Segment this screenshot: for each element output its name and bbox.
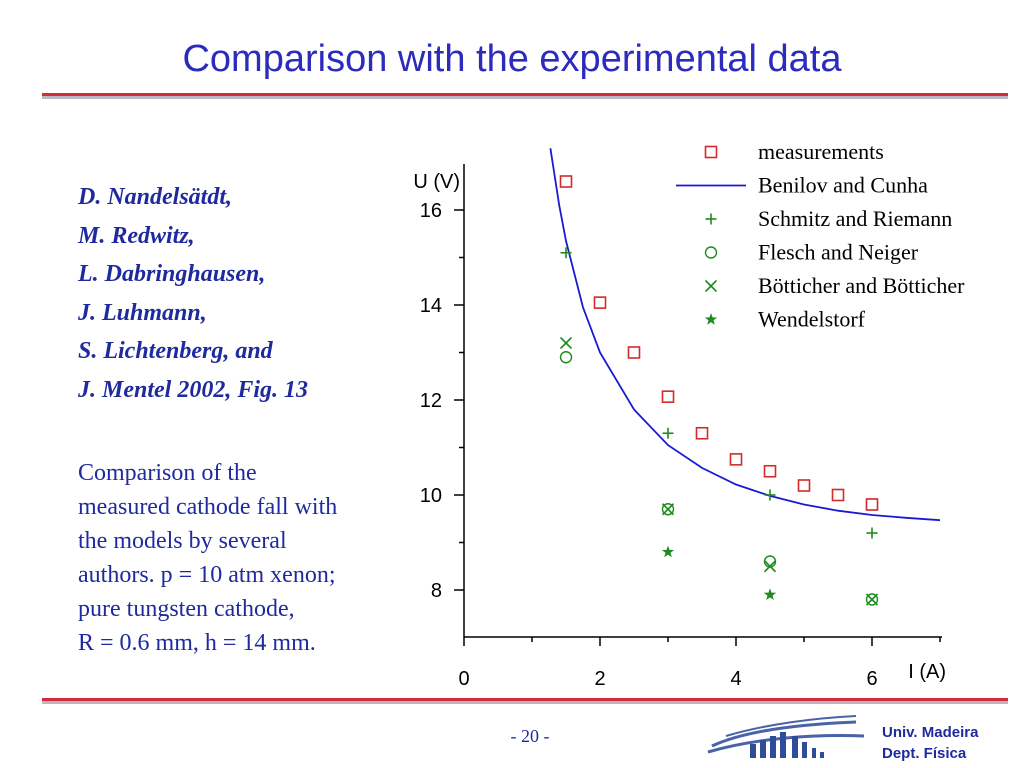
figure-description: Comparison of the measured cathode fall … bbox=[78, 456, 408, 660]
chart-legend: measurements Benilov and Cunha Schmitz and… bbox=[676, 139, 965, 332]
description-line: authors. p = 10 atm xenon; bbox=[78, 562, 336, 588]
data-point-circle bbox=[661, 503, 675, 516]
legend-marker-circle bbox=[704, 246, 718, 259]
author-line: J. Mentel 2002, Fig. 13 bbox=[78, 376, 309, 403]
data-point-cross bbox=[763, 560, 777, 573]
benilov-cunha-curve bbox=[549, 148, 941, 522]
author-line: M. Redwitz, bbox=[78, 222, 195, 249]
data-point-circle bbox=[865, 593, 879, 606]
x-tick-label: 6 bbox=[866, 668, 877, 690]
y-tick-label: 12 bbox=[420, 390, 442, 412]
data-point-square bbox=[593, 296, 607, 309]
page-number: - 20 - bbox=[510, 726, 550, 746]
description-line: measured cathode fall with bbox=[78, 494, 338, 520]
scatter-chart: 0 2 4 6 8 10 12 14 16 U (V) I (A) measurements Beni… bbox=[413, 139, 965, 690]
x-tick-label: 0 bbox=[458, 668, 469, 690]
x-tick-label: 2 bbox=[594, 668, 605, 690]
slide-title: Comparison with the experimental data bbox=[182, 38, 842, 80]
data-point-star bbox=[763, 588, 777, 600]
data-point-square bbox=[695, 426, 709, 440]
description-line: the models by several bbox=[78, 528, 287, 554]
data-point-square bbox=[763, 464, 777, 478]
author-line: S. Lichtenberg, and bbox=[78, 338, 273, 364]
author-line: D. Nandelsätdt, bbox=[78, 184, 233, 210]
university-logo bbox=[707, 715, 865, 758]
institution-line: Univ. Madeira bbox=[882, 724, 979, 741]
x-axis-title: I (A) bbox=[908, 661, 946, 683]
data-point-plus bbox=[866, 527, 878, 539]
legend-label: measurements bbox=[758, 139, 884, 164]
x-tick-label: 4 bbox=[730, 668, 741, 690]
legend-label: Bötticher and Bötticher bbox=[758, 273, 965, 298]
legend-label: Flesch and Neiger bbox=[758, 240, 919, 265]
legend-marker-star bbox=[704, 313, 718, 325]
model-curve-layer bbox=[549, 148, 941, 522]
chart-axes: 0 2 4 6 8 10 12 14 16 U (V) I (A) bbox=[413, 164, 946, 690]
data-point-plus bbox=[662, 427, 674, 439]
top-divider bbox=[42, 93, 1008, 96]
y-tick-label: 16 bbox=[420, 200, 442, 222]
author-list: D. Nandelsätdt, M. Redwitz, L. Dabringha… bbox=[78, 178, 408, 409]
data-point-square bbox=[559, 175, 573, 188]
bottom-divider bbox=[42, 698, 1008, 701]
y-tick-label: 14 bbox=[420, 295, 442, 317]
data-point-plus bbox=[560, 247, 572, 259]
data-point-square bbox=[865, 498, 879, 511]
y-tick-label: 8 bbox=[431, 580, 442, 602]
legend-label: Wendelstorf bbox=[758, 307, 866, 332]
y-axis-title: U (V) bbox=[413, 171, 460, 193]
data-point-cross bbox=[559, 336, 573, 350]
data-point-cross bbox=[865, 593, 879, 606]
author-line: J. Luhmann, bbox=[78, 299, 207, 326]
legend-marker-plus bbox=[705, 213, 717, 225]
description-line: Comparison of the bbox=[78, 460, 257, 486]
data-point-square bbox=[831, 488, 845, 502]
description-line: R = 0.6 mm, h = 14 mm. bbox=[78, 630, 316, 656]
y-tick-label: 10 bbox=[420, 485, 442, 507]
description-line: pure tungsten cathode, bbox=[78, 596, 295, 622]
data-point-plus bbox=[764, 489, 776, 501]
legend-marker-square bbox=[704, 145, 718, 159]
data-points-layer bbox=[559, 175, 879, 606]
legend-label: Schmitz and Riemann bbox=[758, 206, 952, 231]
institution-name: Univ. Madeira Dept. Física bbox=[882, 722, 978, 764]
data-point-cross bbox=[661, 503, 675, 516]
data-point-circle bbox=[559, 351, 573, 364]
data-point-square bbox=[661, 390, 675, 403]
author-line: L. Dabringhausen, bbox=[78, 261, 266, 287]
legend-marker-cross bbox=[704, 279, 718, 293]
data-point-square bbox=[729, 453, 743, 466]
data-point-square bbox=[797, 479, 811, 492]
data-point-star bbox=[661, 545, 675, 558]
legend-label: Benilov and Cunha bbox=[758, 173, 928, 198]
data-point-square bbox=[627, 346, 641, 359]
institution-line: Dept. Física bbox=[882, 745, 967, 762]
